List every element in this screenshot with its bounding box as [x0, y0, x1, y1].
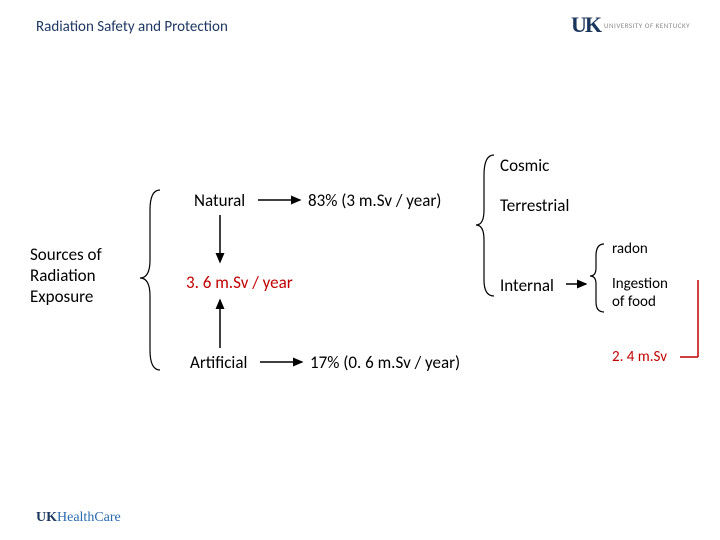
node-internal: Internal — [500, 275, 554, 296]
node-total: 2. 4 m.Sv — [612, 348, 667, 366]
diagram-connectors — [0, 0, 720, 540]
node-center-value: 3. 6 m.Sv / year — [186, 272, 293, 293]
logo-bottom: UKHealthCare — [36, 510, 121, 526]
node-sources: Sources of Radiation Exposure — [30, 244, 102, 307]
node-cosmic: Cosmic — [500, 155, 549, 176]
logo-footer-a: UK — [36, 510, 57, 525]
brace-sources — [140, 190, 160, 370]
node-artificial: Artificial — [190, 352, 247, 373]
logo-top: UK UNIVERSITY OF KENTUCKY — [571, 12, 690, 38]
node-natural: Natural — [194, 190, 245, 211]
node-terrestrial: Terrestrial — [500, 195, 569, 216]
brace-small — [590, 244, 604, 312]
node-radon: radon — [612, 240, 648, 258]
page-title: Radiation Safety and Protection — [36, 18, 228, 36]
logo-subtext: UNIVERSITY OF KENTUCKY — [604, 21, 690, 30]
logo-uk-icon: UK — [571, 12, 600, 38]
logo-footer-b: HealthCare — [57, 510, 121, 525]
node-artificial-pct: 17% (0. 6 m.Sv / year) — [310, 352, 460, 373]
brace-right — [476, 155, 494, 296]
node-natural-pct: 83% (3 m.Sv / year) — [308, 190, 441, 211]
node-ingestion: Ingestion of food — [612, 275, 668, 311]
